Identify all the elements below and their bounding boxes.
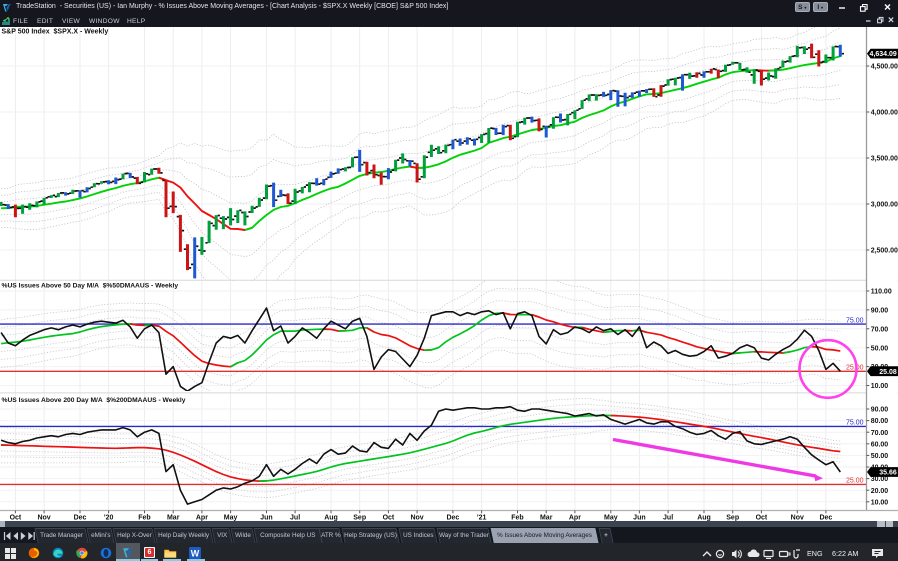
svg-text:Nov: Nov bbox=[37, 515, 50, 522]
svg-text:Nov: Nov bbox=[791, 515, 804, 522]
svg-text:10.00: 10.00 bbox=[871, 499, 889, 506]
svg-text:25.08: 25.08 bbox=[879, 369, 897, 376]
svg-text:Oct: Oct bbox=[10, 515, 22, 522]
svg-text:Mar: Mar bbox=[540, 515, 553, 522]
svg-text:Dec: Dec bbox=[74, 515, 87, 522]
svg-text:75.00: 75.00 bbox=[846, 317, 864, 324]
svg-text:Jul: Jul bbox=[290, 515, 300, 522]
svg-text:90.00: 90.00 bbox=[871, 407, 889, 414]
svg-text:Oct: Oct bbox=[756, 515, 768, 522]
svg-text:Feb: Feb bbox=[511, 515, 523, 522]
svg-text:’21: ’21 bbox=[477, 515, 487, 522]
svg-text:25.00: 25.00 bbox=[846, 478, 864, 485]
svg-text:Dec: Dec bbox=[446, 515, 459, 522]
svg-text:Apr: Apr bbox=[196, 515, 208, 522]
svg-text:70.00: 70.00 bbox=[871, 326, 889, 333]
svg-text:110.00: 110.00 bbox=[871, 289, 892, 296]
svg-text:W: W bbox=[191, 549, 200, 559]
svg-text:Jul: Jul bbox=[663, 515, 673, 522]
svg-text:Aug: Aug bbox=[324, 515, 338, 522]
svg-text:Jun: Jun bbox=[260, 515, 272, 522]
svg-text:80.00: 80.00 bbox=[871, 418, 889, 425]
svg-text:Mar: Mar bbox=[167, 515, 180, 522]
svg-text:%US Issues Above 200 Day M/A: %US Issues Above 200 Day M/A $%200DMAAUS… bbox=[2, 397, 186, 404]
svg-text:Nov: Nov bbox=[410, 515, 423, 522]
svg-text:30.00: 30.00 bbox=[871, 476, 889, 483]
svg-text:4,000.00: 4,000.00 bbox=[871, 110, 898, 117]
svg-text:2,500.00: 2,500.00 bbox=[871, 248, 898, 255]
svg-text:20.00: 20.00 bbox=[871, 488, 889, 495]
svg-text:S&P 500 Index $SPX.X - Weekly: S&P 500 Index $SPX.X - Weekly bbox=[2, 29, 109, 36]
svg-text:3,000.00: 3,000.00 bbox=[871, 202, 898, 209]
svg-text:50.00: 50.00 bbox=[871, 345, 889, 352]
svg-text:50.00: 50.00 bbox=[871, 453, 889, 460]
svg-text:10.00: 10.00 bbox=[871, 383, 889, 390]
svg-text:25.00: 25.00 bbox=[846, 365, 864, 372]
svg-text:60.00: 60.00 bbox=[871, 441, 889, 448]
svg-text:4,634.09: 4,634.09 bbox=[870, 51, 897, 58]
svg-text:Dec: Dec bbox=[819, 515, 832, 522]
svg-text:Oct: Oct bbox=[383, 515, 395, 522]
svg-text:Feb: Feb bbox=[138, 515, 150, 522]
svg-text:35.66: 35.66 bbox=[879, 470, 897, 477]
svg-text:May: May bbox=[604, 515, 618, 522]
svg-text:’20: ’20 bbox=[104, 515, 114, 522]
svg-text:Jun: Jun bbox=[633, 515, 645, 522]
svg-text:Sep: Sep bbox=[726, 515, 739, 522]
svg-text:Apr: Apr bbox=[569, 515, 581, 522]
svg-text:May: May bbox=[224, 515, 238, 522]
svg-text:70.00: 70.00 bbox=[871, 430, 889, 437]
svg-text:Aug: Aug bbox=[697, 515, 711, 522]
svg-text:75.00: 75.00 bbox=[846, 420, 864, 427]
svg-text:90.00: 90.00 bbox=[871, 308, 889, 315]
svg-text:3,500.00: 3,500.00 bbox=[871, 156, 898, 163]
svg-text:Sep: Sep bbox=[353, 515, 366, 522]
svg-text:4,500.00: 4,500.00 bbox=[871, 64, 898, 71]
svg-text:%US Issues Above 50 Day M/A $: %US Issues Above 50 Day M/A $%50DMAAUS -… bbox=[2, 283, 179, 290]
